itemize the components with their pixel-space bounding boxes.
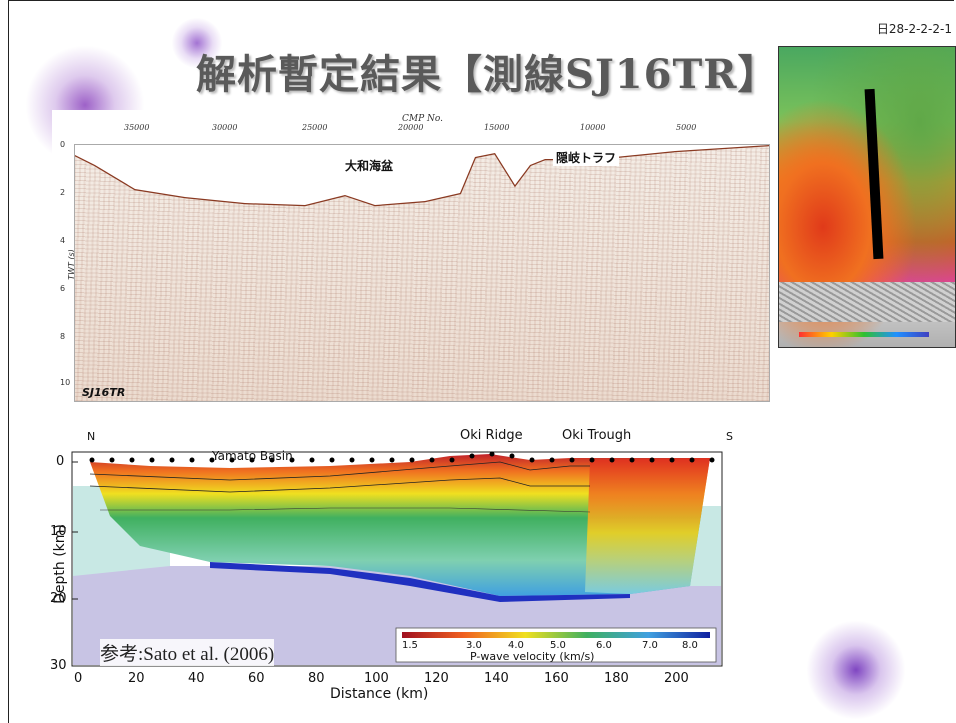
map-depth-colorbar (799, 332, 929, 337)
map-land-relief (779, 282, 955, 322)
label-south: S (726, 430, 733, 443)
depth-tick: 30 (50, 658, 67, 673)
distance-tick: 180 (604, 671, 629, 686)
colorbar-tick: 5.0 (550, 640, 566, 651)
location-map (778, 46, 956, 348)
label-north: N (87, 430, 96, 443)
depth-tick: 20 (50, 591, 67, 606)
colorbar-tick: 4.0 (508, 640, 524, 651)
cmp-tick: 35000 (124, 123, 150, 132)
distance-tick: 60 (248, 671, 265, 686)
colorbar-tick: 1.5 (402, 640, 418, 651)
colorbar-tick: 6.0 (596, 640, 612, 651)
distance-tick: 20 (128, 671, 145, 686)
depth-tick: 0 (56, 454, 65, 469)
twt-tick: 4 (60, 236, 66, 245)
distance-tick: 100 (364, 671, 389, 686)
distance-tick: 40 (188, 671, 205, 686)
cmp-tick: 20000 (398, 123, 424, 132)
survey-line-marker (864, 88, 884, 260)
label-oki-trough-jp: 隠岐トラフ (553, 149, 620, 166)
slide-frame (8, 0, 954, 723)
page-title: 解析暫定結果【測線SJ16TR】 (196, 51, 779, 98)
distance-tick: 160 (544, 671, 569, 686)
twt-tick: 8 (60, 332, 66, 341)
twt-tick: 0 (60, 140, 66, 149)
cmp-axis-label: CMP No. (402, 114, 444, 124)
distance-tick: 200 (664, 671, 689, 686)
distance-tick: 0 (74, 671, 83, 686)
seafloor-reflector (75, 145, 769, 207)
seismic-image: 大和海盆 隠岐トラフ (74, 144, 770, 402)
cmp-tick: 10000 (580, 123, 606, 132)
twt-tick: 10 (60, 378, 71, 387)
reference-prefix: 参考 (100, 643, 139, 665)
cmp-tick: 15000 (484, 123, 510, 132)
seismic-line-id: SJ16TR (82, 386, 126, 399)
depth-tick: 10 (50, 524, 67, 539)
cmp-tick: 30000 (212, 123, 238, 132)
velocity-model-plot (71, 451, 723, 667)
distance-axis-label: Distance (km) (330, 686, 429, 702)
distance-tick: 120 (424, 671, 449, 686)
twt-tick: 2 (60, 188, 66, 197)
seismic-section: CMP No. 35000 30000 25000 20000 15000 10… (52, 110, 774, 408)
reference-text: :Sato et al. (2006) (138, 644, 275, 665)
label-oki-trough: Oki Trough (562, 428, 632, 443)
cmp-tick: 5000 (676, 123, 697, 132)
label-oki-ridge: Oki Ridge (460, 428, 523, 443)
colorbar-tick: 8.0 (682, 640, 698, 651)
label-yamato-basin-jp: 大和海盆 (345, 159, 394, 173)
document-id: 日28-2-2-2-1 (876, 22, 952, 36)
colorbar-tick: 7.0 (642, 640, 658, 651)
colorbar-label: P-wave velocity (km/s) (470, 650, 595, 663)
reference-citation: 参考:Sato et al. (2006) (100, 639, 275, 666)
distance-tick: 80 (308, 671, 325, 686)
distance-tick: 140 (484, 671, 509, 686)
cmp-tick: 25000 (302, 123, 328, 132)
colorbar-tick: 3.0 (466, 640, 482, 651)
twt-tick: 6 (60, 284, 66, 293)
label-yamato-basin: Yamato Basin (212, 449, 293, 463)
velocity-section: N S Oki Ridge Oki Trough Yamato Basin De… (30, 426, 750, 716)
